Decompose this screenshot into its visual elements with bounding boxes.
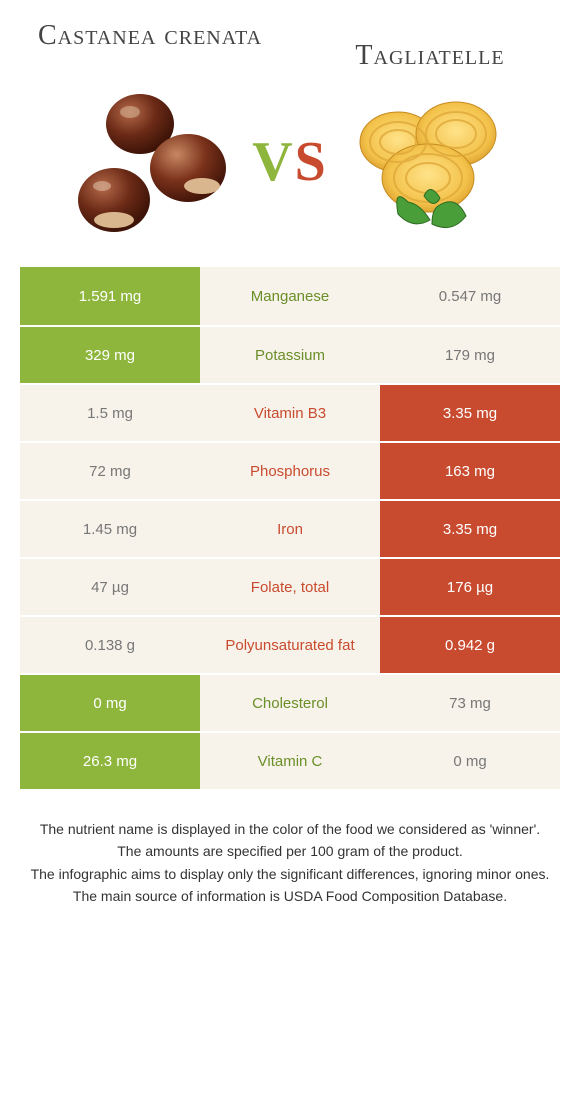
right-value: 3.35 mg xyxy=(380,385,560,441)
table-row: 47 µgFolate, total176 µg xyxy=(20,557,560,615)
vs-s: S xyxy=(295,134,328,190)
right-value: 0.942 g xyxy=(380,617,560,673)
nutrient-name: Manganese xyxy=(200,267,380,325)
right-food-image xyxy=(338,82,518,242)
nutrient-name: Folate, total xyxy=(200,559,380,615)
table-row: 1.591 mgManganese0.547 mg xyxy=(20,267,560,325)
note-line: The main source of information is USDA F… xyxy=(20,886,560,906)
left-value: 0.138 g xyxy=(20,617,200,673)
note-line: The infographic aims to display only the… xyxy=(20,864,560,884)
left-value: 72 mg xyxy=(20,443,200,499)
left-food-image xyxy=(62,82,242,242)
nutrient-name: Polyunsaturated fat xyxy=(200,617,380,673)
right-food-title: Tagliatelle xyxy=(310,20,550,72)
nutrient-name: Iron xyxy=(200,501,380,557)
left-value: 1.5 mg xyxy=(20,385,200,441)
left-value: 329 mg xyxy=(20,327,200,383)
nutrient-name: Vitamin B3 xyxy=(200,385,380,441)
left-value: 47 µg xyxy=(20,559,200,615)
right-value: 0.547 mg xyxy=(380,267,560,325)
table-row: 0.138 gPolyunsaturated fat0.942 g xyxy=(20,615,560,673)
right-value: 73 mg xyxy=(380,675,560,731)
note-line: The amounts are specified per 100 gram o… xyxy=(20,841,560,861)
left-value: 0 mg xyxy=(20,675,200,731)
table-row: 1.45 mgIron3.35 mg xyxy=(20,499,560,557)
left-value: 26.3 mg xyxy=(20,733,200,789)
right-value: 163 mg xyxy=(380,443,560,499)
nutrient-name: Potassium xyxy=(200,327,380,383)
vs-label: VS xyxy=(252,134,328,190)
note-line: The nutrient name is displayed in the co… xyxy=(20,819,560,839)
table-row: 1.5 mgVitamin B33.35 mg xyxy=(20,383,560,441)
right-value: 179 mg xyxy=(380,327,560,383)
right-value: 3.35 mg xyxy=(380,501,560,557)
nutrient-name: Phosphorus xyxy=(200,443,380,499)
table-row: 0 mgCholesterol73 mg xyxy=(20,673,560,731)
table-row: 329 mgPotassium179 mg xyxy=(20,325,560,383)
footer-notes: The nutrient name is displayed in the co… xyxy=(0,789,580,906)
vs-v: V xyxy=(252,134,294,190)
left-value: 1.45 mg xyxy=(20,501,200,557)
nutrient-name: Vitamin C xyxy=(200,733,380,789)
table-row: 72 mgPhosphorus163 mg xyxy=(20,441,560,499)
header: Castanea crenata Tagliatelle xyxy=(0,0,580,72)
right-value: 176 µg xyxy=(380,559,560,615)
nutrient-name: Cholesterol xyxy=(200,675,380,731)
comparison-table: 1.591 mgManganese0.547 mg329 mgPotassium… xyxy=(20,267,560,789)
right-value: 0 mg xyxy=(380,733,560,789)
left-food-title: Castanea crenata xyxy=(30,20,270,52)
hero-row: VS xyxy=(0,72,580,267)
left-value: 1.591 mg xyxy=(20,267,200,325)
table-row: 26.3 mgVitamin C0 mg xyxy=(20,731,560,789)
